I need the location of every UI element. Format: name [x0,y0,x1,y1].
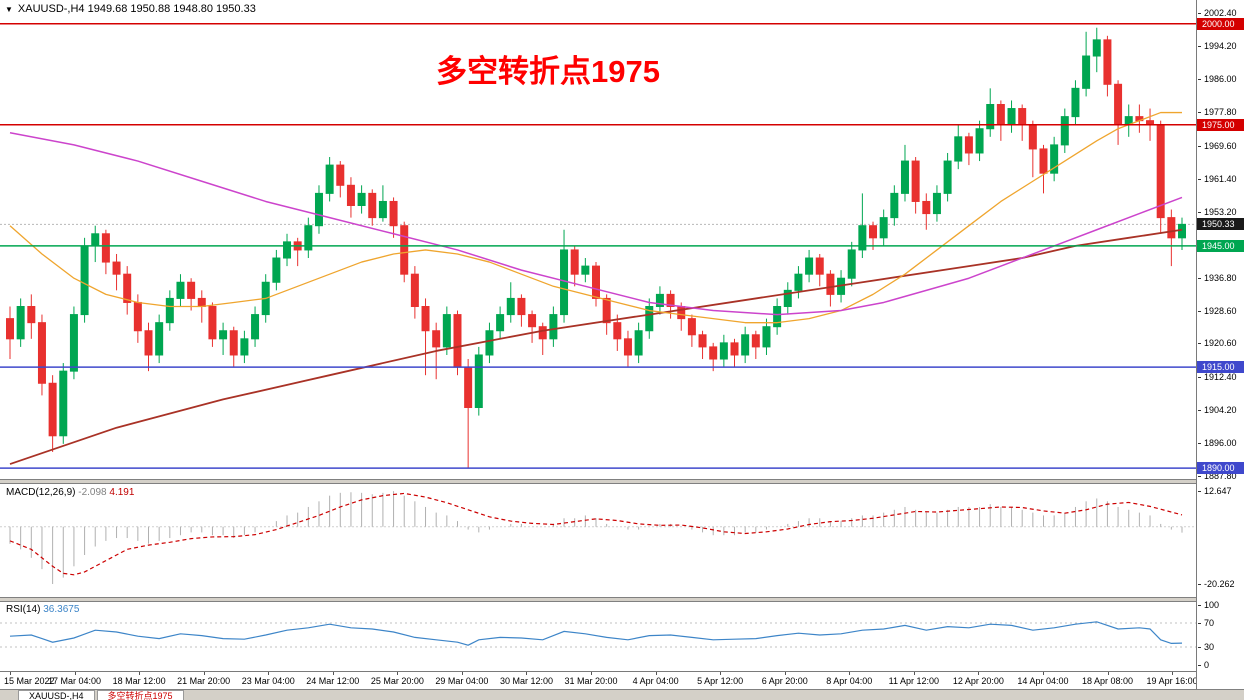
time-label: 25 Mar 20:00 [370,676,424,686]
price-tick: 1936.80 [1198,273,1237,284]
time-tick-mark [1042,672,1044,675]
chart-header: ▼ XAUUSD-,H4 1949.68 1950.88 1948.80 195… [5,3,256,15]
price-badge-1915.00: 1915.00 [1197,361,1244,374]
time-label: 15 Mar 2022 [4,676,55,686]
time-label: 17 Mar 04:00 [48,676,102,686]
rsi-tick: 70 [1198,618,1214,629]
time-label: 5 Apr 12:00 [697,676,744,686]
time-tick-mark [913,672,915,675]
macd-tick: -20.262 [1198,579,1235,590]
price-axis[interactable]: 2002.40 1994.20 1986.00 1977.80 1969.60 1961.… [1196,0,1244,689]
time-label: 4 Apr 04:00 [632,676,679,686]
time-tick-mark [591,672,593,675]
time-tick-mark [849,672,851,675]
price-tick: 1969.60 [1198,141,1237,152]
price-tick: 1896.00 [1198,438,1237,449]
time-axis[interactable]: 15 Mar 2022 17 Mar 04:00 18 Mar 12:00 21 Ma… [0,671,1198,690]
macd-chart-canvas[interactable] [0,484,1196,597]
macd-name: MACD(12,26,9) [6,487,76,498]
chart-tab[interactable]: 多空转折点1975 [96,690,184,700]
ohlc-quote-line: XAUUSD-,H4 1949.68 1950.88 1948.80 1950.… [17,3,256,15]
price-tick: 2002.40 [1198,8,1237,19]
time-tick-mark [1172,672,1174,675]
time-tick-mark [526,672,528,675]
macd-signal-line [9,492,1183,576]
time-label: 19 Apr 16:00 [1146,676,1198,686]
time-tick-mark [655,672,657,675]
macd-signal-value: 4.191 [109,487,135,498]
ma-slow-darkred [9,228,1183,465]
time-label: 14 Apr 04:00 [1017,676,1069,686]
time-label: 12 Apr 20:00 [952,676,1004,686]
price-tick: 1994.20 [1198,41,1237,52]
chart-text-annotation[interactable]: 多空转折点1975 [436,54,660,89]
price-badge-1945.00: 1945.00 [1197,239,1244,252]
price-tick: 1904.20 [1198,405,1237,416]
price-tick: 1912.40 [1198,372,1237,383]
time-label: 6 Apr 20:00 [761,676,808,686]
rsi-tick: 0 [1198,660,1209,671]
time-label: 18 Apr 08:00 [1081,676,1134,686]
time-tick-mark [268,672,270,675]
chart-tab-bar: XAUUSD-,H4 多空转折点1975 [0,689,1244,700]
time-tick-mark [139,672,141,675]
rsi-label: RSI(14) 36.3675 [6,604,79,615]
panel-splitter-1[interactable] [0,479,1244,484]
ma-medium-orange [9,111,1182,324]
time-label: 29 Mar 04:00 [435,676,489,686]
rsi-tick: 30 [1198,642,1214,653]
time-label: 18 Mar 12:00 [112,676,166,686]
time-tick-mark [397,672,399,675]
price-tick: 1986.00 [1198,74,1237,85]
price-tick: 1977.80 [1198,107,1237,118]
price-badge-1950.33: 1950.33 [1197,218,1244,231]
panel-splitter-2[interactable] [0,597,1244,602]
price-tick: 1961.40 [1198,174,1237,185]
rsi-tick: 100 [1198,600,1219,611]
time-tick-mark [10,672,11,675]
time-label: 8 Apr 04:00 [826,676,873,686]
chart-tab[interactable]: XAUUSD-,H4 [18,690,95,700]
rsi-name: RSI(14) [6,604,41,615]
macd-tick: 12.647 [1198,486,1232,497]
macd-label: MACD(12,26,9) -2.098 4.191 [6,487,134,498]
macd-main-value: -2.098 [78,487,107,498]
price-tick: 1953.20 [1198,207,1237,218]
price-tick: 1887.80 [1198,471,1237,482]
time-label: 31 Mar 20:00 [564,676,618,686]
time-tick-mark [978,672,980,675]
rsi-line [9,621,1183,646]
time-label: 30 Mar 12:00 [499,676,553,686]
time-label: 11 Apr 12:00 [888,676,940,686]
time-tick-mark [74,672,76,675]
time-tick-mark [332,672,334,675]
time-label: 21 Mar 20:00 [177,676,231,686]
price-tick: 1920.60 [1198,338,1237,349]
time-label: 23 Mar 04:00 [241,676,295,686]
time-tick-mark [720,672,722,675]
rsi-chart-canvas[interactable] [0,602,1196,671]
ma-fast-magenta [9,132,1183,316]
price-badge-2000.00: 2000.00 [1197,17,1244,30]
time-tick-mark [203,672,205,675]
price-badge-1890.00: 1890.00 [1197,462,1244,475]
time-label: 24 Mar 12:00 [306,676,360,686]
time-tick-mark [784,672,786,675]
price-tick: 1928.60 [1198,306,1237,317]
macd-histogram [9,491,1183,584]
collapse-icon[interactable]: ▼ [5,4,13,14]
time-tick-mark [1107,672,1109,675]
main-chart-canvas[interactable] [0,0,1196,479]
time-tick-mark [461,672,463,675]
price-badge-1975.00: 1975.00 [1197,118,1244,131]
candles-layer [6,27,1186,469]
rsi-value: 36.3675 [43,604,80,615]
